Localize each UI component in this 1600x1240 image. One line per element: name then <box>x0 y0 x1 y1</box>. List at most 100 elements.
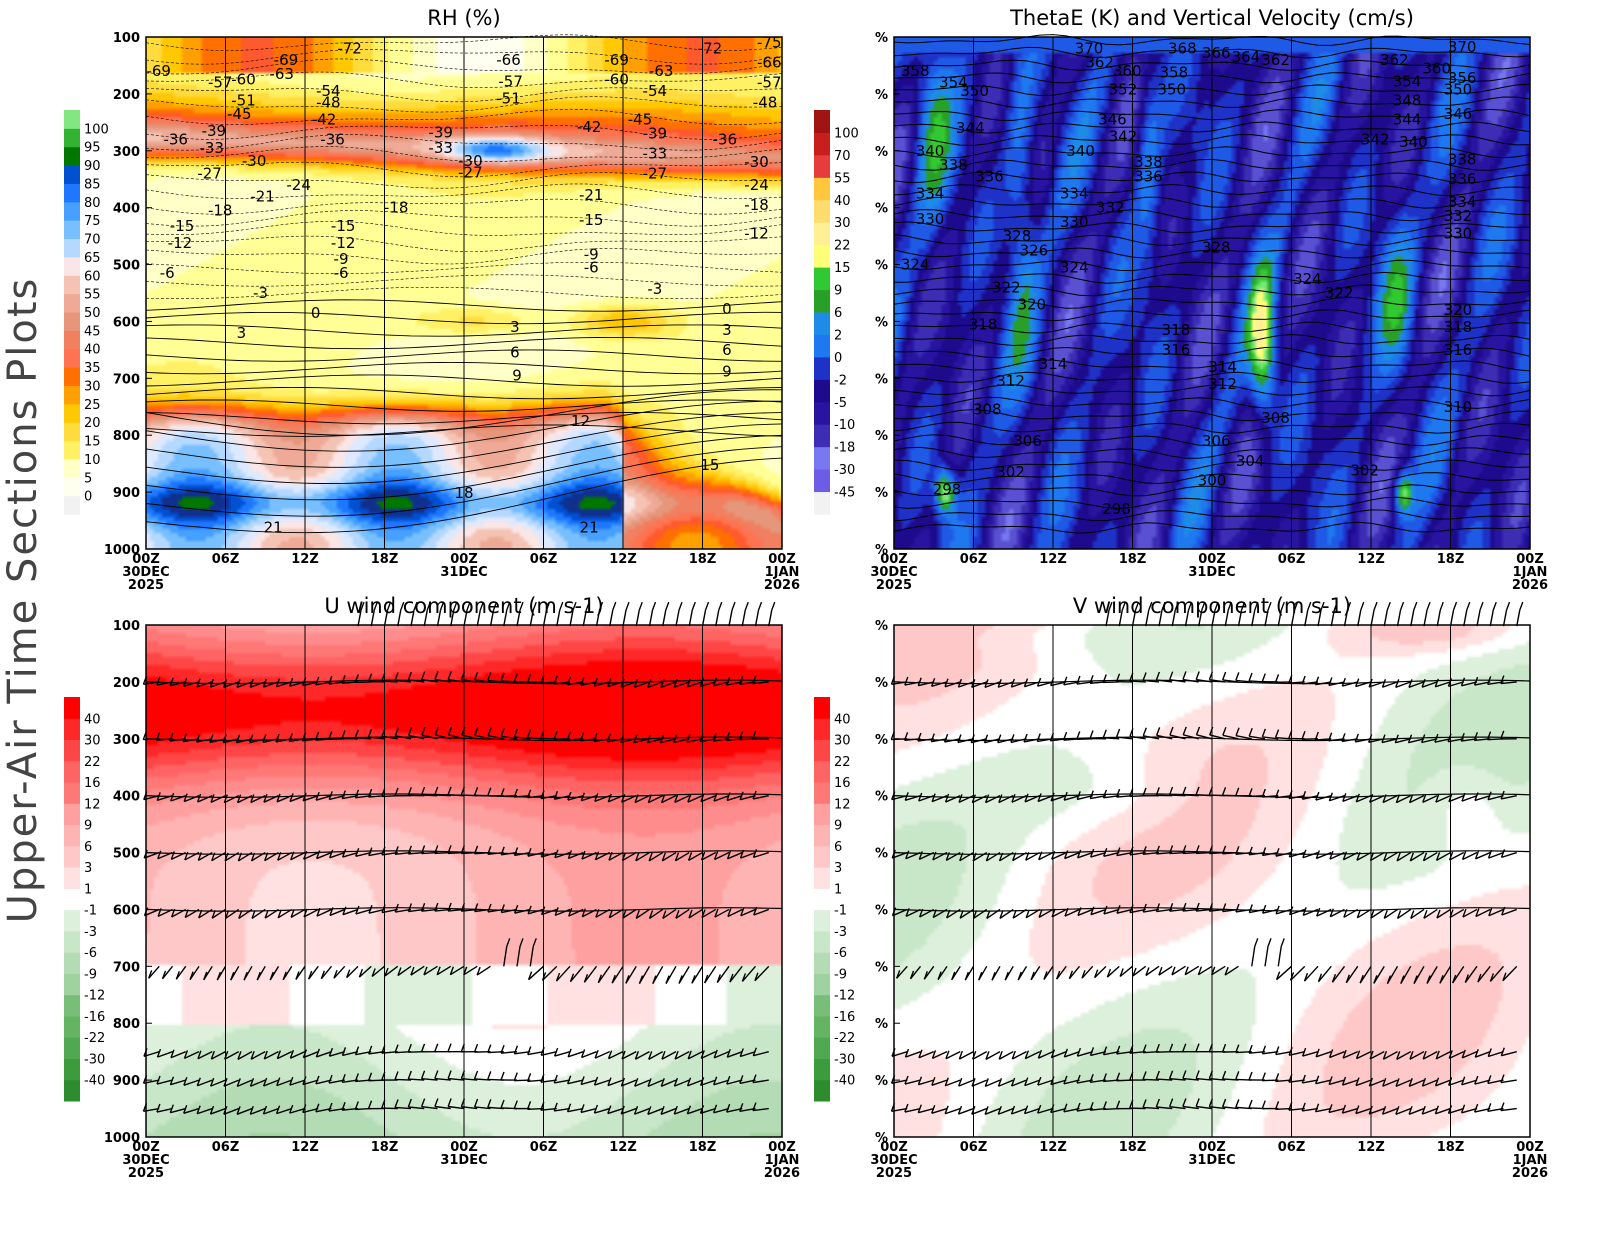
colorbar-label: 3 <box>834 861 842 876</box>
colorbar-label: 75 <box>84 214 101 229</box>
contour-label: 330 <box>1444 224 1473 242</box>
colorbar-label: 3 <box>84 861 92 876</box>
contour-label: 336 <box>975 167 1004 185</box>
colorbar-swatch <box>814 267 830 290</box>
colorbar-swatch <box>64 477 80 496</box>
wind-barb-flag <box>732 602 735 610</box>
contour-label: 0 <box>722 300 732 318</box>
colorbar-label: 16 <box>834 776 851 791</box>
wind-barb-flag <box>745 602 748 610</box>
wind-barb <box>1477 610 1480 626</box>
contour-label: -3 <box>647 280 662 298</box>
y-tick-label: % <box>875 315 888 330</box>
colorbar-swatch <box>64 1058 80 1080</box>
wind-barb <box>636 610 639 626</box>
contour-label: -27 <box>197 165 222 183</box>
wind-barb-flag <box>1374 602 1377 610</box>
colorbar-swatch <box>64 459 80 478</box>
y-tick-label: 700 <box>113 960 140 975</box>
contour-label: 324 <box>1293 270 1322 288</box>
contour-label: 350 <box>1444 80 1473 98</box>
colorbar-label: -1 <box>834 904 847 919</box>
colorbar-label: 45 <box>84 324 101 339</box>
colorbar-label: 55 <box>84 288 101 303</box>
wind-barb-flag <box>653 602 656 610</box>
colorbar-swatch <box>64 910 80 932</box>
x-tick-label: 12Z <box>1039 1140 1067 1155</box>
x-tick-label: 12Z <box>609 552 637 567</box>
contour-label: -60 <box>231 71 256 89</box>
x-tick-label: 12Z <box>1357 1140 1385 1155</box>
colorbar-swatch <box>814 995 830 1017</box>
colorbar-swatch <box>64 1016 80 1038</box>
contour-label: -15 <box>579 211 604 229</box>
colorbar-label: -2 <box>834 373 847 388</box>
colorbar-label: -22 <box>84 1031 105 1046</box>
contour-label: 364 <box>1232 48 1261 66</box>
wind-barb-flag <box>666 602 669 610</box>
x-tick-label: 06Z <box>1278 552 1306 567</box>
x-tick-year: 2025 <box>876 1166 912 1181</box>
y-tick-label: 100 <box>113 31 140 46</box>
wind-barb-flag <box>759 602 762 610</box>
colorbar-swatch <box>64 385 80 404</box>
colorbar-swatch <box>814 334 830 357</box>
contour-label: -27 <box>458 163 483 181</box>
wind-barb-flag <box>1467 602 1470 610</box>
contour-label: 314 <box>1039 355 1068 373</box>
x-tick-label: 06Z <box>212 552 240 567</box>
colorbar-swatch <box>64 995 80 1017</box>
colorbar-swatch <box>814 931 830 953</box>
contour-label: -33 <box>199 139 224 157</box>
contour-label: 318 <box>1444 318 1473 336</box>
contour-label: 6 <box>510 344 520 362</box>
colorbar-swatch <box>64 952 80 974</box>
contour-label: -15 <box>331 217 356 235</box>
colorbar-label: 6 <box>84 840 92 855</box>
contour-label: 362 <box>1261 51 1290 69</box>
colorbar-label: 15 <box>84 435 101 450</box>
panel-title: ThetaE (K) and Vertical Velocity (cm/s) <box>1009 6 1414 30</box>
y-tick-label: % <box>875 1017 888 1032</box>
colorbar-label: 85 <box>84 177 101 192</box>
contour-label: -30 <box>242 152 267 170</box>
wind-barb-flag <box>613 602 616 610</box>
wind-barb <box>1384 610 1387 626</box>
colorbar-swatch <box>64 825 80 847</box>
wind-barb <box>1371 610 1374 626</box>
page-title: Upper-Air Time Sections Plots <box>0 277 46 924</box>
contour-label: 326 <box>1020 241 1049 259</box>
x-tick-label: 12Z <box>291 552 319 567</box>
wind-barb-flag <box>719 602 722 610</box>
colorbar-label: 35 <box>84 361 101 376</box>
wind-barb <box>1490 610 1493 626</box>
contour-label: 358 <box>901 62 930 80</box>
wind-barb-flag <box>1361 602 1364 610</box>
colorbar-swatch <box>814 697 830 719</box>
contour-label: -54 <box>643 82 668 100</box>
contour-label: 310 <box>1444 398 1473 416</box>
colorbar-swatch <box>64 441 80 460</box>
contour-label: -69 <box>146 62 171 80</box>
x-tick-label: 12Z <box>1039 552 1067 567</box>
wind-barb <box>650 610 653 626</box>
x-tick-label: 18Z <box>1437 552 1465 567</box>
contour-label: -36 <box>713 130 738 148</box>
colorbar-swatch <box>64 349 80 368</box>
colorbar-label: -22 <box>834 1031 855 1046</box>
contour-label: 336 <box>1448 170 1477 188</box>
colorbar-swatch <box>64 128 80 147</box>
wind-barb <box>729 610 732 626</box>
x-tick-label: 06Z <box>960 1140 988 1155</box>
x-tick-date: 31DEC <box>1188 1153 1235 1168</box>
contour-label: 298 <box>1102 500 1131 518</box>
colorbar-swatch <box>814 290 830 313</box>
colorbar-swatch <box>64 312 80 331</box>
contour-label: 21 <box>580 518 599 536</box>
contour-label: -24 <box>286 176 311 194</box>
wind-barb <box>676 610 679 626</box>
colorbar-swatch <box>814 447 830 470</box>
contour-label: -39 <box>202 122 227 140</box>
wind-barb-flag <box>1480 602 1483 610</box>
